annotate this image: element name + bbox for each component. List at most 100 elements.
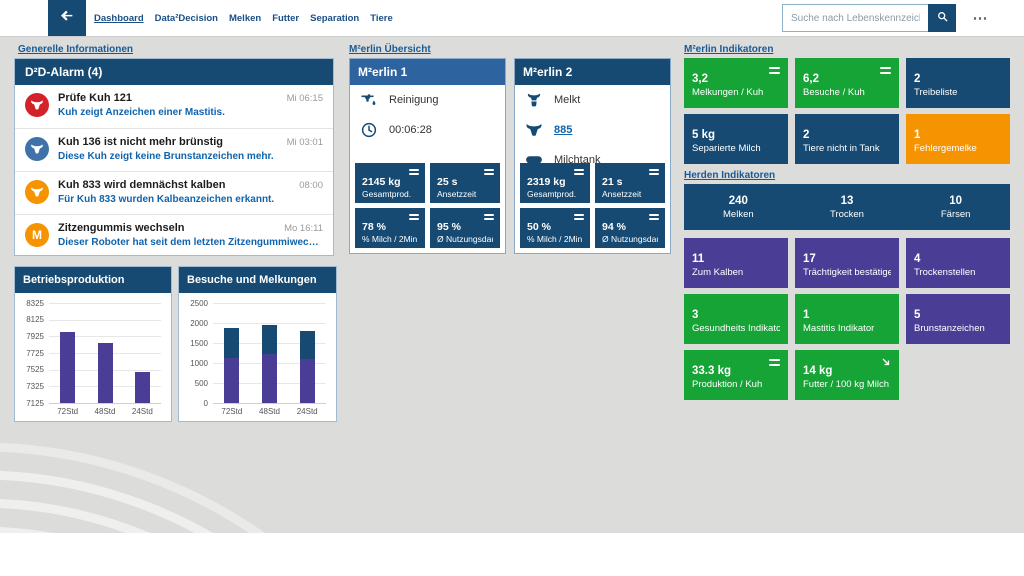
- kpi-tile[interactable]: 6,2 Besuche / Kuh: [795, 58, 899, 108]
- x-tick-label: 72Std: [221, 407, 243, 416]
- trend-steady-icon: [769, 64, 780, 77]
- y-tick-label: 1000: [190, 358, 208, 368]
- alarm-title-row: Prüfe Kuh 121 Mi 06:15: [58, 92, 323, 104]
- kpi-tile[interactable]: 2 Tiere nicht in Tank: [795, 114, 899, 164]
- tile-value: 5 kg: [692, 129, 716, 141]
- kpi-tile[interactable]: 95 %Ø Nutzungsdauer: [430, 208, 500, 248]
- alarm-description: Dieser Roboter hat seit dem letzten Zitz…: [58, 237, 323, 248]
- herd-summary-cell: 240 Melken: [684, 184, 793, 230]
- section-link-merlin-indicators[interactable]: M²erlin Indikatoren: [684, 44, 774, 55]
- arrow-left-icon: [59, 8, 75, 29]
- kpi-tile[interactable]: 50 %% Milch / 2Min.: [520, 208, 590, 248]
- kpi-tile[interactable]: 21 s Ansetzzeit: [595, 163, 665, 203]
- herd-summary-cell: 10 Färsen: [901, 184, 1010, 230]
- tile-label: Trächtigkeit bestätigen: [803, 267, 891, 278]
- tile-label: Futter / 100 kg Milch: [803, 379, 890, 390]
- x-tick-label: 48Std: [94, 407, 116, 416]
- nav-item-data-decision[interactable]: Data²Decision: [154, 12, 218, 24]
- kpi-tile[interactable]: 4 Trockenstellen: [906, 238, 1010, 288]
- tile-label: Produktion / Kuh: [692, 379, 763, 390]
- trend-steady-icon: [574, 167, 584, 177]
- alarm-item[interactable]: Kuh 833 wird demnächst kalben 08:00 Für Ku…: [15, 171, 333, 214]
- bar-segment: [224, 358, 240, 403]
- nav-item-tiere[interactable]: Tiere: [370, 12, 393, 24]
- herd-summary-tile[interactable]: 240 Melken 13 Trocken 10 Färsen: [684, 184, 1010, 230]
- section-link-merlin-overview[interactable]: M²erlin Übersicht: [349, 44, 431, 55]
- back-button[interactable]: [48, 0, 86, 36]
- nav-item-melken[interactable]: Melken: [228, 12, 262, 24]
- tile-label: Gesundheits Indikator: [692, 323, 780, 334]
- kpi-tile[interactable]: 5 kg Separierte Milch: [684, 114, 788, 164]
- cow-icon: [25, 93, 49, 117]
- alarm-time: 08:00: [299, 180, 323, 191]
- kpi-tile[interactable]: 3 Gesundheits Indikator: [684, 294, 788, 344]
- kpi-tile[interactable]: 2145 kg Gesamtprod.: [355, 163, 425, 203]
- alarm-item[interactable]: M Zitzengummis wechseln Mo 16:11 Dieser Rob…: [15, 214, 333, 257]
- tile-label: Trockenstellen: [914, 267, 976, 278]
- tile-value: 14 kg: [803, 365, 833, 377]
- trend-steady-icon: [574, 212, 584, 222]
- search-icon: [936, 10, 949, 26]
- alarm-item[interactable]: Kuh 136 ist nicht mehr brünstig Mi 03:01 D…: [15, 128, 333, 171]
- summary-value: 10: [949, 194, 963, 207]
- alarm-title: Kuh 833 wird demnächst kalben: [58, 179, 226, 191]
- kpi-tile[interactable]: 2319 kg Gesamtprod.: [520, 163, 590, 203]
- kpi-tile[interactable]: 3,2 Melkungen / Kuh: [684, 58, 788, 108]
- tile-label: % Milch / 2Min.: [527, 234, 583, 244]
- kpi-tile[interactable]: 2 Treibeliste: [906, 58, 1010, 108]
- card-header: M²erlin 2: [515, 59, 670, 85]
- kpi-tile[interactable]: 14 kg Futter / 100 kg Milch: [795, 350, 899, 400]
- bar-segment: [60, 331, 76, 403]
- search-button[interactable]: [928, 4, 956, 32]
- alarm-time: Mi 06:15: [286, 93, 323, 104]
- nav-item-separation[interactable]: Separation: [310, 12, 360, 24]
- y-tick-label: 8325: [26, 298, 44, 308]
- card-status-text: Reinigung: [389, 94, 439, 106]
- tile-value: 2: [914, 73, 921, 85]
- kpi-tile[interactable]: 25 s Ansetzzeit: [430, 163, 500, 203]
- nav-item-futter[interactable]: Futter: [272, 12, 300, 24]
- bar-segment: [97, 343, 113, 403]
- kpi-tile[interactable]: 1 Mastitis Indikator: [795, 294, 899, 344]
- card-status-row: Reinigung: [350, 85, 505, 115]
- tile-label: Treibeliste: [914, 87, 958, 98]
- tile-value: 94 %: [602, 221, 626, 233]
- alarm-item[interactable]: Prüfe Kuh 121 Mi 06:15 Kuh zeigt Anzeichen…: [15, 85, 333, 128]
- tile-label: % Milch / 2Min.: [362, 234, 418, 244]
- kpi-tile[interactable]: 11 Zum Kalben: [684, 238, 788, 288]
- trend-steady-icon: [769, 356, 780, 369]
- search-input[interactable]: [782, 4, 928, 32]
- tile-label: Ø Nutzungsdauer: [602, 234, 658, 244]
- y-tick-label: 7325: [26, 381, 44, 391]
- merlin-cards: M²erlin 1 Reinigung 00:06:28 2145 kg Gesamtp…: [349, 58, 671, 254]
- kpi-tile[interactable]: 5 Brunstanzeichen: [906, 294, 1010, 344]
- kpi-tile[interactable]: 94 %Ø Nutzungsdauer: [595, 208, 665, 248]
- merlin-card: M²erlin 2 Melkt 885 Milchtank 2319 kg Gesamtp…: [514, 58, 671, 254]
- card-status-text[interactable]: 885: [554, 124, 573, 136]
- section-link-general-info[interactable]: Generelle Informationen: [18, 44, 134, 55]
- kpi-tile[interactable]: 78 %% Milch / 2Min.: [355, 208, 425, 248]
- nav-item-dashboard[interactable]: Dashboard: [94, 12, 144, 24]
- alarm-title: Kuh 136 ist nicht mehr brünstig: [58, 136, 224, 148]
- section-link-herd-indicators[interactable]: Herden Indikatoren: [684, 170, 776, 181]
- bar-segment: [262, 325, 277, 355]
- alarm-title: Zitzengummis wechseln: [58, 222, 185, 234]
- tile-label: Zum Kalben: [692, 267, 744, 278]
- merlin-card: M²erlin 1 Reinigung 00:06:28 2145 kg Gesamtp…: [349, 58, 506, 254]
- summary-label: Trocken: [830, 208, 864, 220]
- tile-value: 2: [803, 129, 810, 141]
- summary-value: 13: [840, 194, 854, 207]
- kpi-tile[interactable]: 17 Trächtigkeit bestätigen: [795, 238, 899, 288]
- y-tick-label: 8125: [26, 315, 44, 325]
- indicator-grid: 3,2 Melkungen / Kuh 6,2 Besuche / Kuh 2 Treib…: [684, 58, 1010, 164]
- card-tile-grid: 2319 kg Gesamtprod. 21 s Ansetzzeit 50 %% Mi…: [520, 163, 665, 248]
- y-tick-label: 7125: [26, 398, 44, 408]
- tile-value: 50 %: [527, 221, 551, 233]
- chart-body: 0 500 1000 1500 2000 2500 72Std 48Std 24Std: [179, 293, 336, 421]
- tile-value: 3: [692, 309, 699, 321]
- gridline: [49, 319, 161, 321]
- more-options-button[interactable]: ⋯: [972, 10, 988, 27]
- alarm-text: Prüfe Kuh 121 Mi 06:15 Kuh zeigt Anzeichen…: [58, 92, 323, 122]
- kpi-tile[interactable]: 1 Fehlergemelke: [906, 114, 1010, 164]
- kpi-tile[interactable]: 33.3 kg Produktion / Kuh: [684, 350, 788, 400]
